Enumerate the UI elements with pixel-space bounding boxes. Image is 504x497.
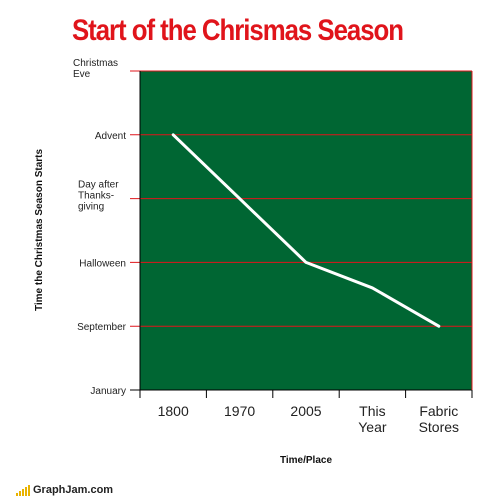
x-tick-label: This Year xyxy=(358,403,387,435)
x-tick-label: 2005 xyxy=(290,403,321,419)
data-point xyxy=(437,325,440,328)
y-tick-label: January xyxy=(90,386,126,397)
y-tick-label: Day after Thanks-giving xyxy=(78,180,119,213)
y-tick-label: Christmas Eve xyxy=(73,58,118,80)
x-tick-label: 1970 xyxy=(224,403,255,419)
y-tick-labels: January September Halloween Day after Thanks… xyxy=(73,58,127,397)
y-tick-label: Advent xyxy=(95,131,126,142)
x-tick-label: 1800 xyxy=(158,403,189,419)
x-tick-label: Fabric Stores xyxy=(419,403,459,435)
y-tick-label: Halloween xyxy=(79,258,126,269)
y-axis-label: Time the Christmas Season Starts xyxy=(34,149,45,312)
data-point xyxy=(371,286,374,290)
grid-lines xyxy=(130,70,473,391)
x-tick-marks xyxy=(139,390,473,398)
x-axis-label: Time/Place xyxy=(280,455,333,466)
logo-text: GraphJam.com xyxy=(33,484,114,496)
chart-title: Start of the Chrismas Season xyxy=(72,14,404,47)
data-point xyxy=(238,197,241,200)
x-tick-labels: 1800 1970 2005 This Year Fabric Stores xyxy=(158,403,459,435)
plot-area xyxy=(140,71,472,390)
data-point xyxy=(172,133,175,136)
site-logo: GraphJam.com xyxy=(16,480,113,496)
data-point xyxy=(304,261,308,264)
y-tick-label: September xyxy=(77,322,127,333)
bars-icon xyxy=(16,484,30,496)
